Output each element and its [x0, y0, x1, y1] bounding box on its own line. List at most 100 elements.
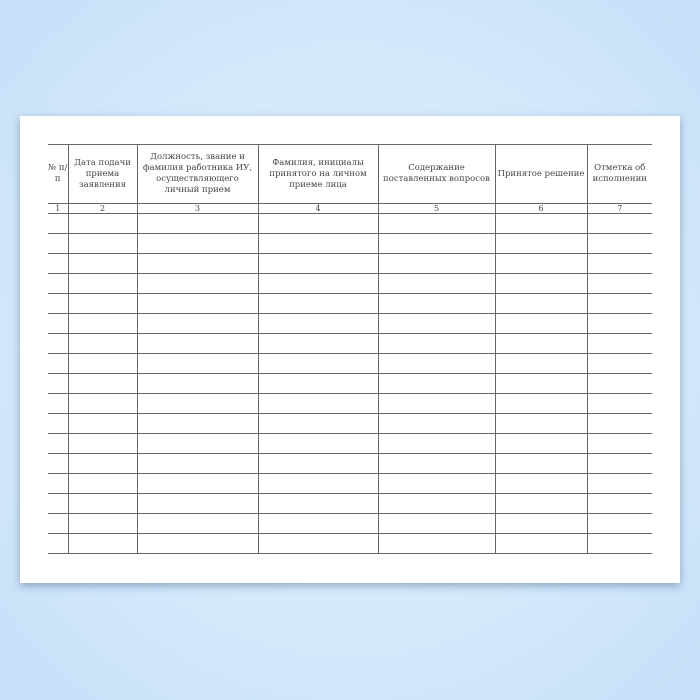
table-cell: [136, 253, 259, 274]
table-cell: [494, 533, 588, 554]
table-cell: [67, 233, 138, 254]
table-cell: [257, 473, 379, 494]
table-cell: [377, 493, 496, 514]
table-cell: [377, 313, 496, 334]
table-row: [48, 473, 652, 494]
table-cell: [494, 253, 588, 274]
table-row: [48, 373, 652, 394]
table-cell: [67, 333, 138, 354]
column-header: № п/п: [48, 144, 69, 204]
table-cell: [377, 413, 496, 434]
column-header: Отметка об исполнении: [586, 144, 652, 204]
table-cell: [48, 353, 69, 374]
table-row: [48, 393, 652, 414]
table-row: [48, 333, 652, 354]
table-cell: [257, 353, 379, 374]
table-cell: [494, 453, 588, 474]
table-row: [48, 533, 652, 554]
table-cell: [257, 313, 379, 334]
table-cell: [586, 493, 652, 514]
table-cell: [48, 533, 69, 554]
table-cell: [67, 393, 138, 414]
column-number: 2: [67, 203, 138, 214]
table-cell: [494, 273, 588, 294]
table-cell: [257, 533, 379, 554]
table-cell: [48, 233, 69, 254]
table-cell: [586, 293, 652, 314]
table-cell: [136, 413, 259, 434]
table-cell: [377, 293, 496, 314]
table-cell: [48, 213, 69, 234]
table-cell: [67, 433, 138, 454]
column-header: Принятое решение: [494, 144, 588, 204]
table-cell: [48, 273, 69, 294]
table-cell: [48, 433, 69, 454]
table-cell: [136, 533, 259, 554]
table-cell: [586, 233, 652, 254]
table-cell: [494, 413, 588, 434]
table-row: [48, 493, 652, 514]
table-cell: [586, 413, 652, 434]
table-cell: [494, 293, 588, 314]
table-cell: [257, 253, 379, 274]
table-cell: [377, 233, 496, 254]
table-cell: [257, 293, 379, 314]
table-cell: [494, 313, 588, 334]
table-row: [48, 253, 652, 274]
column-number: 1: [48, 203, 69, 214]
table-cell: [377, 453, 496, 474]
table-cell: [586, 353, 652, 374]
table-cell: [136, 373, 259, 394]
table-cell: [67, 313, 138, 334]
table-cell: [67, 373, 138, 394]
table-cell: [257, 433, 379, 454]
column-header: Содержание поставленных вопросов: [377, 144, 496, 204]
table-cell: [48, 393, 69, 414]
table-cell: [377, 273, 496, 294]
table-cell: [586, 333, 652, 354]
table-cell: [377, 513, 496, 534]
table-cell: [586, 453, 652, 474]
table-cell: [136, 513, 259, 534]
table-cell: [494, 333, 588, 354]
table-cell: [494, 513, 588, 534]
table-cell: [257, 513, 379, 534]
table-cell: [257, 453, 379, 474]
table-cell: [67, 293, 138, 314]
table-cell: [377, 393, 496, 414]
table-cell: [377, 373, 496, 394]
table-cell: [586, 213, 652, 234]
table-cell: [136, 473, 259, 494]
table-cell: [257, 413, 379, 434]
table-row: [48, 213, 652, 234]
table-cell: [48, 293, 69, 314]
table-cell: [67, 213, 138, 234]
table-cell: [494, 493, 588, 514]
table-cell: [586, 533, 652, 554]
table-row: [48, 453, 652, 474]
table-cell: [377, 333, 496, 354]
table-cell: [48, 373, 69, 394]
table-cell: [67, 473, 138, 494]
table-row: [48, 413, 652, 434]
table-cell: [586, 513, 652, 534]
table-cell: [136, 393, 259, 414]
table-cell: [586, 313, 652, 334]
table-cell: [377, 533, 496, 554]
table-cell: [586, 373, 652, 394]
table-cell: [494, 233, 588, 254]
table-cell: [257, 393, 379, 414]
column-number: 5: [377, 203, 496, 214]
table-row: [48, 433, 652, 454]
table-cell: [136, 313, 259, 334]
column-header: Дата подачи приема заявления: [67, 144, 138, 204]
column-number: 6: [494, 203, 588, 214]
table-cell: [257, 233, 379, 254]
table-cell: [586, 393, 652, 414]
table-cell: [136, 333, 259, 354]
table-cell: [136, 273, 259, 294]
table-cell: [67, 453, 138, 474]
reception-log-table: № п/п Дата подачи приема заявления Должнос…: [48, 144, 652, 554]
table-cell: [377, 433, 496, 454]
